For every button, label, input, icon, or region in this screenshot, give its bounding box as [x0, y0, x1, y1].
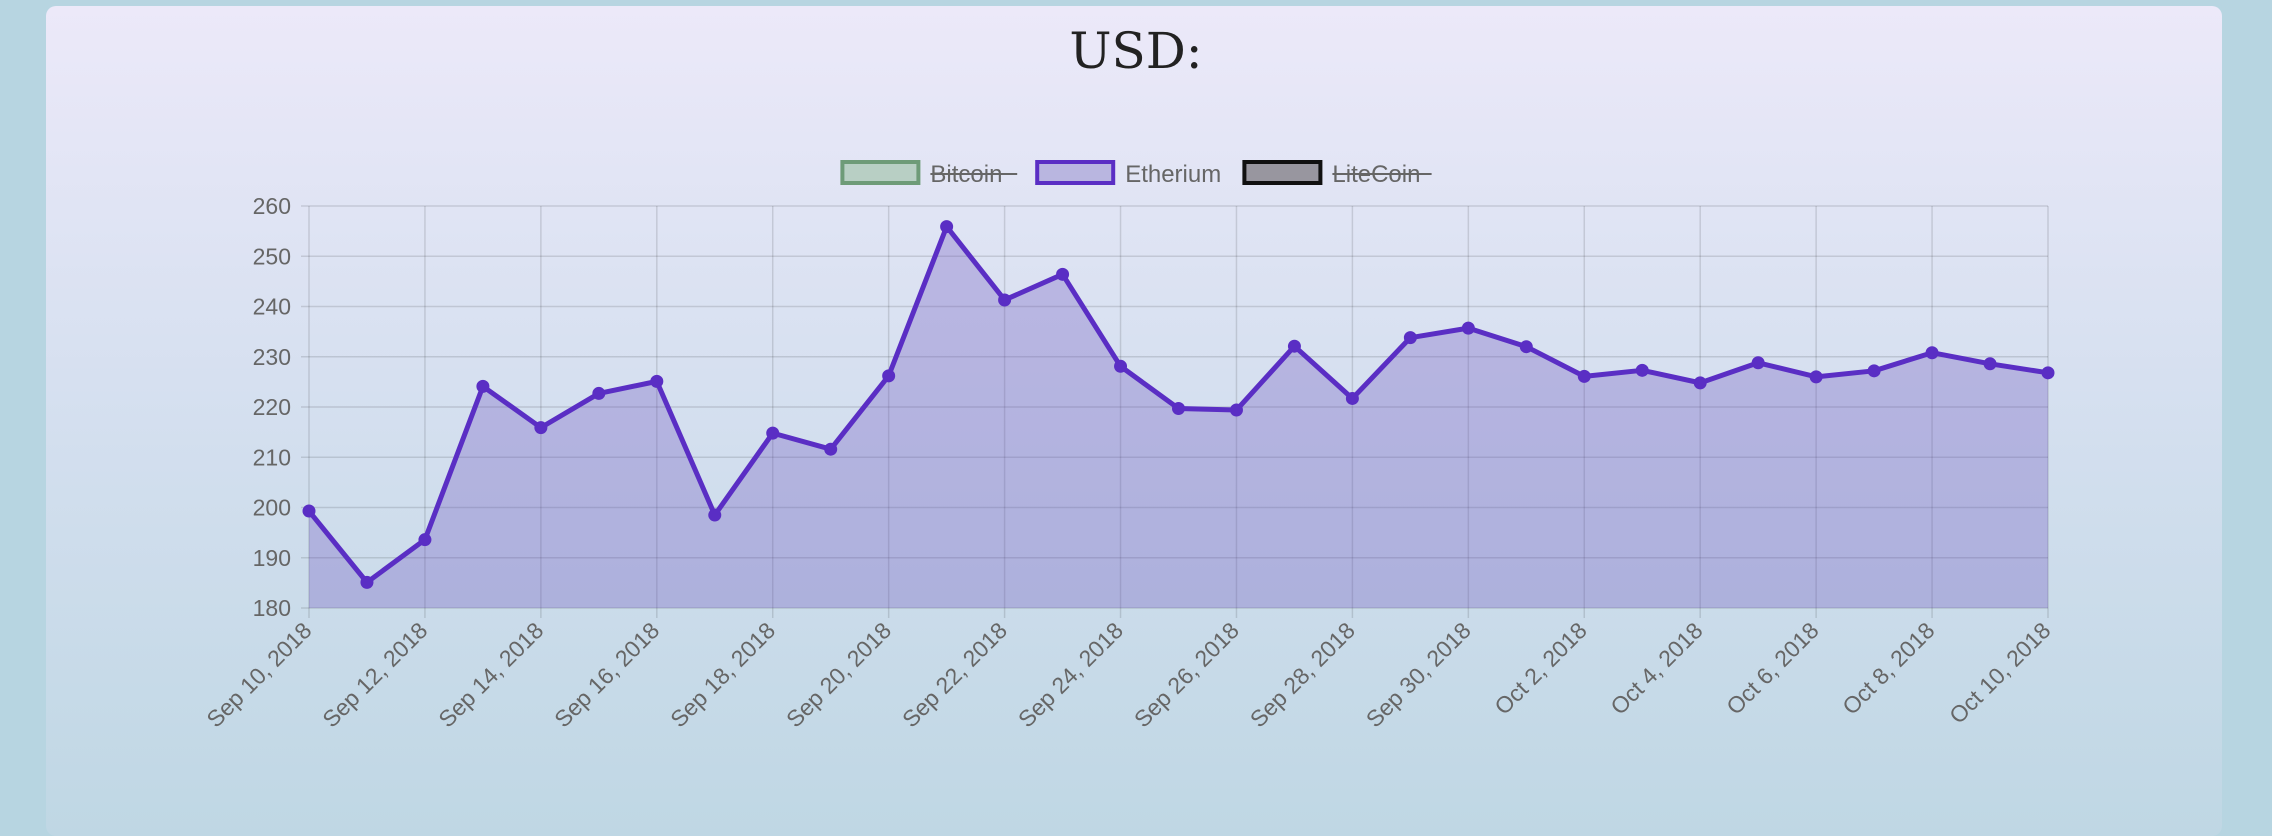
data-point[interactable]	[1983, 357, 1997, 371]
y-tick-label: 200	[253, 495, 291, 521]
data-point[interactable]	[1577, 369, 1591, 383]
x-tick-label: Sep 12, 2018	[317, 617, 432, 732]
data-point[interactable]	[1751, 356, 1765, 370]
data-point[interactable]	[1925, 346, 1939, 360]
data-point[interactable]	[1867, 364, 1881, 378]
data-point[interactable]	[360, 575, 374, 589]
x-tick-label: Oct 2, 2018	[1489, 617, 1591, 719]
x-tick-label: Sep 30, 2018	[1361, 617, 1476, 732]
chart-title: USD:	[1069, 22, 1203, 80]
data-point[interactable]	[2041, 366, 2055, 380]
x-tick-label: Oct 10, 2018	[1944, 617, 2056, 729]
data-point[interactable]	[1287, 339, 1301, 353]
y-tick-label: 220	[253, 394, 291, 420]
x-tick-label: Sep 14, 2018	[433, 617, 548, 732]
data-point[interactable]	[708, 508, 722, 522]
data-point[interactable]	[1056, 267, 1070, 281]
chart-grid	[301, 205, 2049, 618]
data-point[interactable]	[1519, 340, 1533, 354]
data-point[interactable]	[1114, 359, 1128, 373]
x-axis: Sep 10, 2018 Sep 12, 2018 Sep 14, 2018 Sep …	[201, 617, 2055, 732]
line-chart: 260 250 240 230 220 210 200 190 180 Sep 10, 2018…	[201, 160, 2056, 732]
data-point[interactable]	[418, 533, 432, 547]
chart-legend: Bitcoin Etherium LiteCoin	[840, 160, 1432, 188]
chart-card	[46, 6, 2222, 836]
y-tick-label: 240	[253, 294, 291, 320]
data-point[interactable]	[1461, 321, 1475, 335]
legend-item-litecoin[interactable]: LiteCoin	[1242, 160, 1432, 188]
legend-item-bitcoin[interactable]: Bitcoin	[840, 160, 1018, 188]
x-tick-label: Oct 8, 2018	[1837, 617, 1939, 719]
y-tick-label: 250	[253, 243, 291, 269]
data-point[interactable]	[940, 220, 954, 234]
y-tick-label: 180	[253, 595, 291, 621]
x-tick-label: Sep 22, 2018	[897, 617, 1012, 732]
data-point[interactable]	[1229, 403, 1243, 417]
legend-item-etherium[interactable]: Etherium	[1035, 160, 1221, 188]
data-point[interactable]	[592, 386, 606, 400]
x-tick-label: Sep 26, 2018	[1129, 617, 1244, 732]
x-tick-label: Sep 28, 2018	[1245, 617, 1360, 732]
series-area-etherium	[309, 226, 2048, 609]
data-point[interactable]	[302, 504, 316, 518]
y-tick-label: 230	[253, 344, 291, 370]
data-point[interactable]	[882, 369, 896, 383]
chart-points	[302, 220, 2055, 589]
data-point[interactable]	[1403, 331, 1417, 345]
x-tick-label: Sep 16, 2018	[549, 617, 664, 732]
x-tick-label: Oct 4, 2018	[1605, 617, 1707, 719]
x-tick-label: Sep 10, 2018	[201, 617, 316, 732]
legend-swatch	[1035, 160, 1116, 185]
data-point[interactable]	[650, 374, 664, 388]
y-tick-label: 210	[253, 444, 291, 470]
x-tick-label: Sep 24, 2018	[1013, 617, 1128, 732]
chart-area	[309, 226, 2048, 609]
legend-swatch	[1242, 160, 1323, 185]
x-tick-label: Oct 6, 2018	[1721, 617, 1823, 719]
x-tick-label: Sep 20, 2018	[781, 617, 896, 732]
legend-label: Etherium	[1125, 161, 1221, 188]
data-point[interactable]	[766, 426, 780, 440]
data-point[interactable]	[998, 293, 1012, 307]
data-point[interactable]	[1635, 363, 1649, 377]
data-point[interactable]	[1345, 391, 1359, 405]
y-tick-label: 190	[253, 545, 291, 571]
data-point[interactable]	[824, 442, 838, 456]
data-point[interactable]	[1809, 370, 1823, 384]
x-tick-label: Sep 18, 2018	[665, 617, 780, 732]
y-axis: 260 250 240 230 220 210 200 190 180	[253, 193, 291, 621]
data-point[interactable]	[476, 379, 490, 393]
y-tick-label: 260	[253, 193, 291, 219]
legend-swatch	[840, 160, 921, 185]
data-point[interactable]	[1693, 376, 1707, 390]
data-point[interactable]	[1172, 402, 1185, 416]
data-point[interactable]	[534, 421, 548, 435]
